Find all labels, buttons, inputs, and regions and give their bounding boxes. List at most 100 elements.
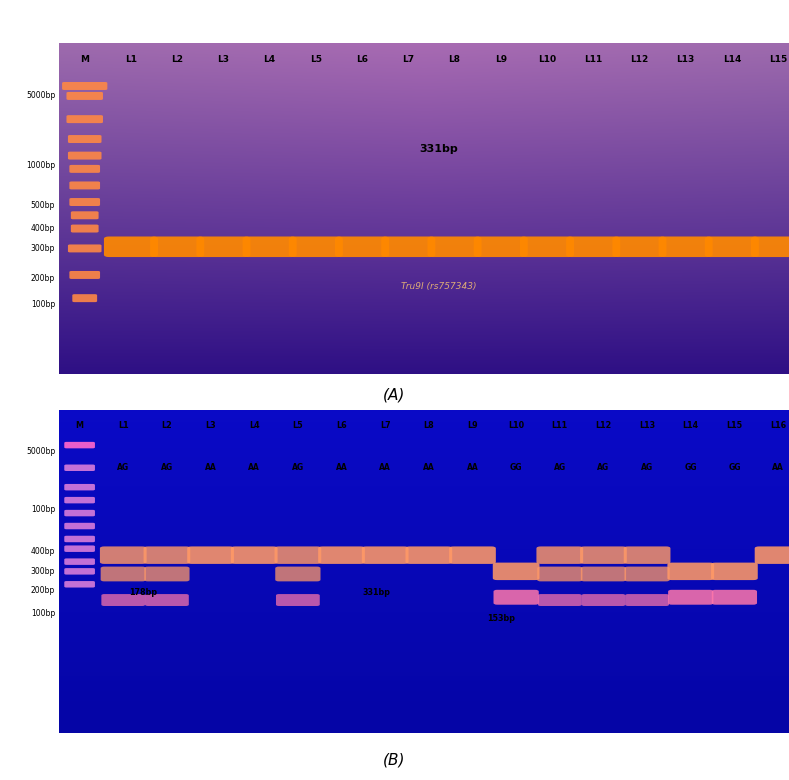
FancyBboxPatch shape (711, 562, 757, 580)
Text: AG: AG (641, 463, 653, 472)
Text: L10: L10 (508, 421, 524, 430)
Text: GG: GG (685, 463, 697, 472)
FancyBboxPatch shape (667, 562, 714, 580)
FancyBboxPatch shape (62, 82, 107, 90)
FancyBboxPatch shape (101, 566, 146, 581)
FancyBboxPatch shape (64, 581, 95, 587)
Text: 400bp: 400bp (31, 224, 55, 233)
Text: L8: L8 (424, 421, 434, 430)
Text: L1: L1 (118, 421, 129, 430)
Text: 153bp: 153bp (487, 614, 514, 622)
Text: AA: AA (249, 463, 260, 472)
Text: AG: AG (554, 463, 566, 472)
Text: L1: L1 (125, 55, 137, 63)
FancyBboxPatch shape (64, 523, 95, 530)
Text: L5: L5 (310, 55, 322, 63)
Text: L11: L11 (552, 421, 568, 430)
FancyBboxPatch shape (64, 545, 95, 552)
FancyBboxPatch shape (275, 566, 320, 581)
FancyBboxPatch shape (242, 236, 297, 257)
FancyBboxPatch shape (73, 294, 97, 302)
FancyBboxPatch shape (612, 236, 667, 257)
FancyBboxPatch shape (712, 590, 757, 604)
Text: AA: AA (423, 463, 435, 472)
Text: 331bp: 331bp (363, 588, 391, 597)
FancyBboxPatch shape (71, 225, 99, 232)
Text: 100bp: 100bp (31, 609, 55, 618)
Text: M: M (80, 55, 89, 63)
FancyBboxPatch shape (64, 497, 95, 503)
Text: L9: L9 (495, 55, 507, 63)
Text: AG: AG (597, 463, 610, 472)
Text: L6: L6 (336, 421, 347, 430)
Text: L12: L12 (596, 421, 611, 430)
Text: 100bp: 100bp (31, 300, 55, 310)
Text: L13: L13 (676, 55, 695, 63)
Text: L12: L12 (630, 55, 649, 63)
FancyBboxPatch shape (64, 568, 95, 575)
Text: (A): (A) (383, 388, 406, 402)
Text: L5: L5 (293, 421, 303, 430)
FancyBboxPatch shape (64, 510, 95, 516)
Text: GG: GG (510, 463, 522, 472)
FancyBboxPatch shape (755, 547, 789, 564)
FancyBboxPatch shape (520, 236, 574, 257)
Text: AG: AG (292, 463, 304, 472)
Text: AG: AG (118, 463, 129, 472)
FancyBboxPatch shape (581, 594, 626, 606)
Text: L7: L7 (402, 55, 414, 63)
Text: L15: L15 (769, 55, 787, 63)
FancyBboxPatch shape (69, 198, 100, 206)
FancyBboxPatch shape (537, 566, 582, 581)
FancyBboxPatch shape (64, 484, 95, 491)
Text: L4: L4 (264, 55, 275, 63)
FancyBboxPatch shape (362, 547, 409, 564)
FancyBboxPatch shape (625, 594, 669, 606)
Text: 300bp: 300bp (31, 244, 55, 253)
FancyBboxPatch shape (381, 236, 436, 257)
FancyBboxPatch shape (71, 211, 99, 219)
FancyBboxPatch shape (64, 536, 95, 542)
FancyBboxPatch shape (64, 465, 95, 471)
FancyBboxPatch shape (145, 594, 189, 606)
Text: 5000bp: 5000bp (26, 91, 55, 101)
FancyBboxPatch shape (68, 244, 102, 253)
Text: L9: L9 (467, 421, 478, 430)
Text: 300bp: 300bp (31, 567, 55, 576)
FancyBboxPatch shape (100, 547, 147, 564)
Text: L2: L2 (162, 421, 172, 430)
Text: GG: GG (728, 463, 741, 472)
FancyBboxPatch shape (69, 182, 100, 190)
Text: L15: L15 (727, 421, 742, 430)
Text: L4: L4 (249, 421, 260, 430)
Text: L3: L3 (218, 55, 230, 63)
Text: L14: L14 (682, 421, 699, 430)
FancyBboxPatch shape (68, 135, 102, 143)
FancyBboxPatch shape (66, 92, 103, 100)
FancyBboxPatch shape (537, 547, 583, 564)
FancyBboxPatch shape (624, 566, 670, 581)
FancyBboxPatch shape (144, 547, 190, 564)
FancyBboxPatch shape (659, 236, 712, 257)
FancyBboxPatch shape (64, 441, 95, 448)
Text: M: M (76, 421, 84, 430)
FancyBboxPatch shape (538, 594, 581, 606)
Text: AG: AG (161, 463, 173, 472)
FancyBboxPatch shape (751, 236, 789, 257)
Text: L11: L11 (584, 55, 602, 63)
Text: 400bp: 400bp (31, 548, 55, 556)
FancyBboxPatch shape (493, 590, 539, 604)
FancyBboxPatch shape (581, 566, 626, 581)
FancyBboxPatch shape (668, 590, 713, 604)
Text: AA: AA (335, 463, 347, 472)
FancyBboxPatch shape (196, 236, 250, 257)
FancyBboxPatch shape (406, 547, 452, 564)
FancyBboxPatch shape (624, 547, 671, 564)
FancyBboxPatch shape (66, 115, 103, 123)
FancyBboxPatch shape (276, 594, 320, 606)
FancyBboxPatch shape (64, 558, 95, 565)
FancyBboxPatch shape (150, 236, 204, 257)
Text: L3: L3 (205, 421, 216, 430)
FancyBboxPatch shape (68, 151, 102, 160)
Text: AA: AA (380, 463, 391, 472)
